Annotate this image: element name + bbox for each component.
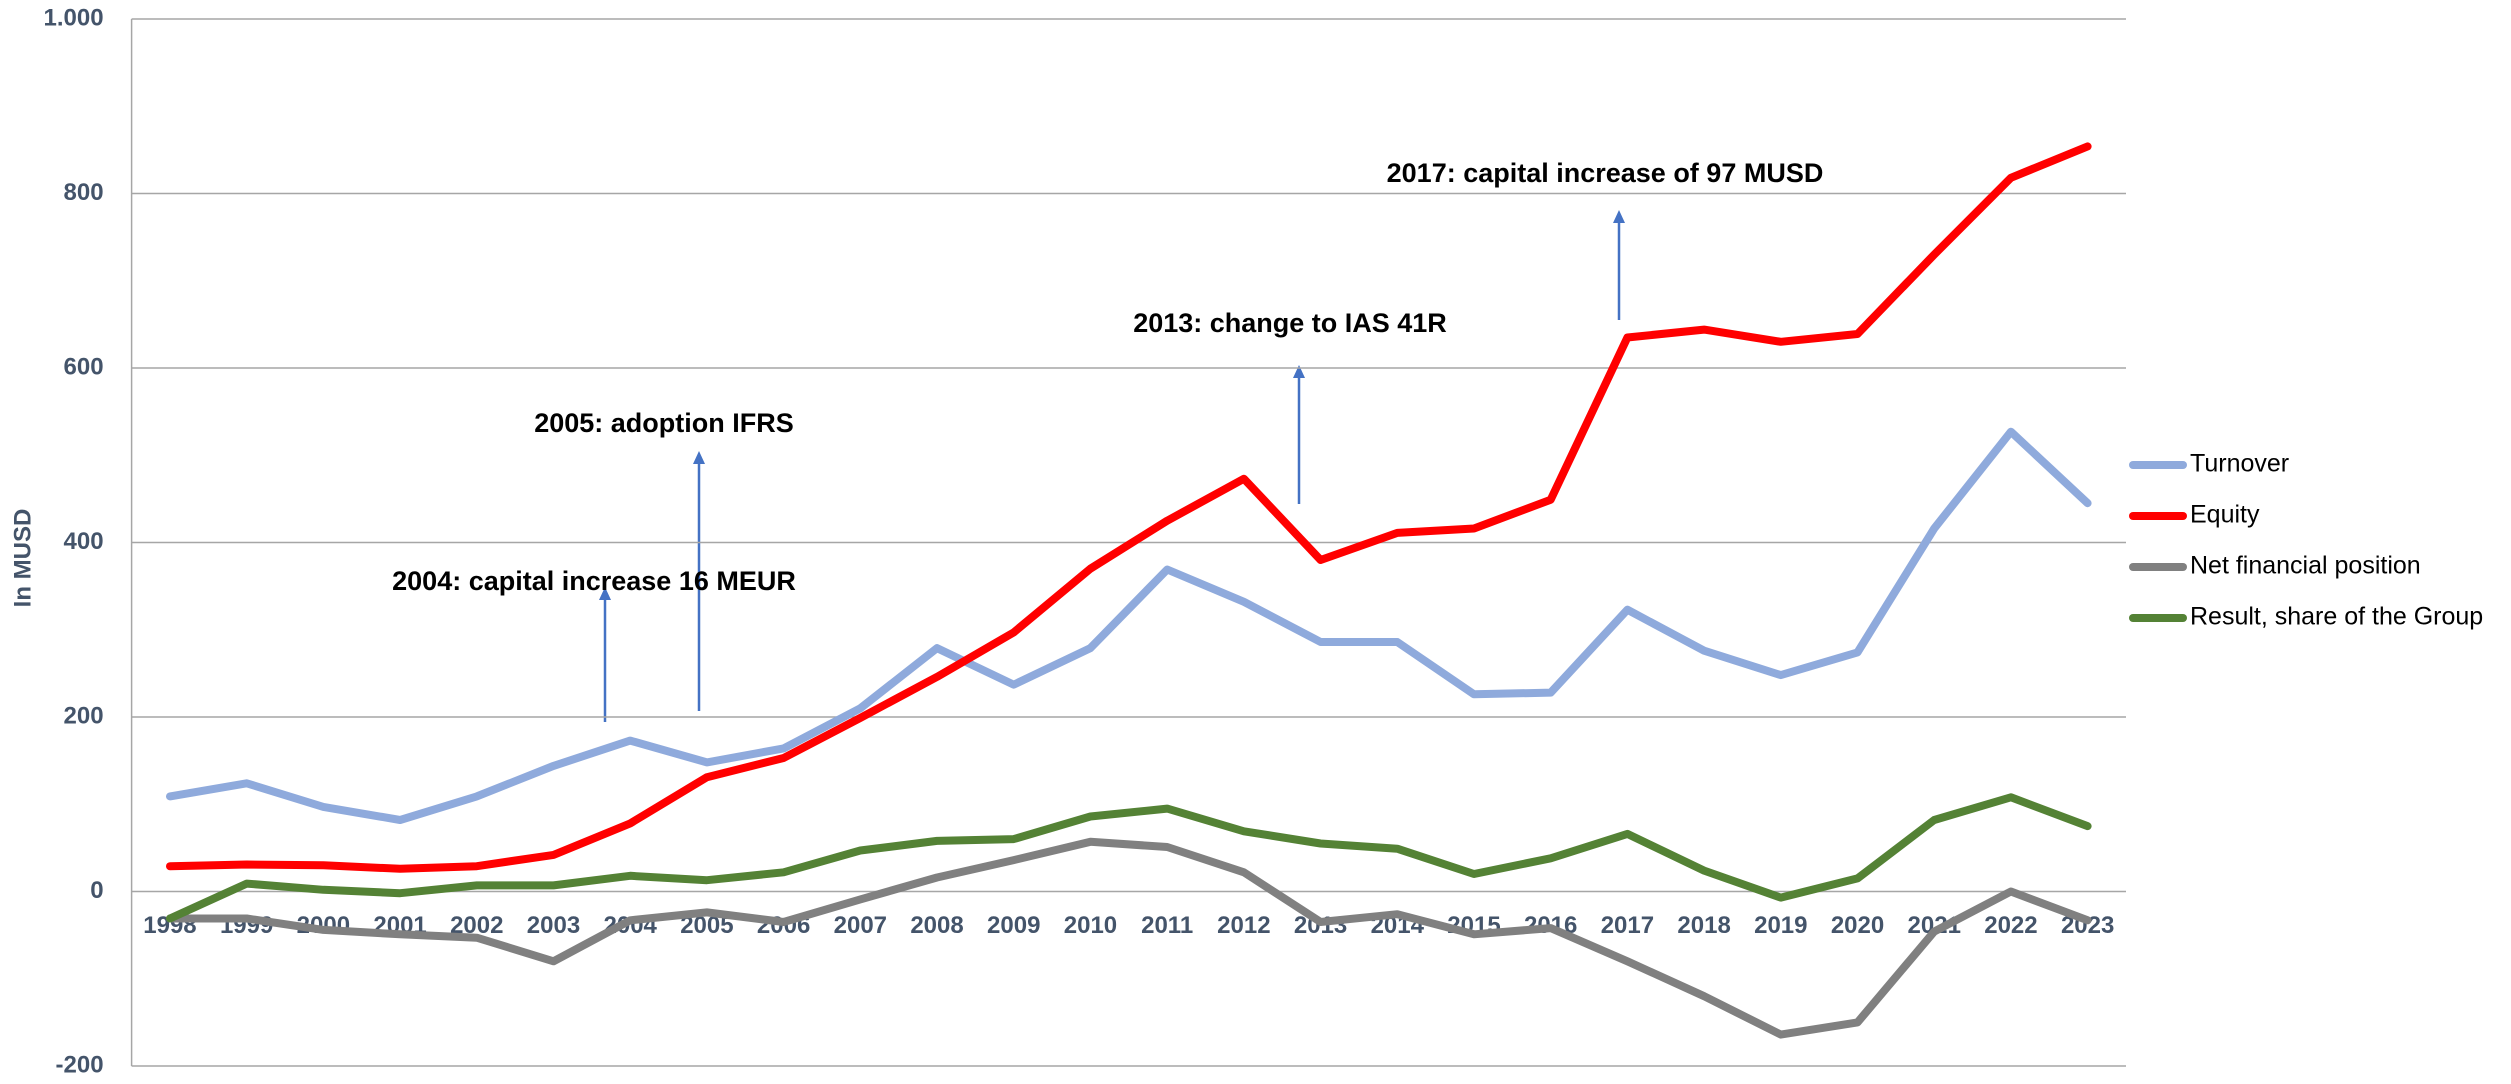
y-tick-label: -200 — [56, 1051, 104, 1078]
arrow-head — [1613, 210, 1625, 223]
legend-label: Turnover — [2190, 450, 2289, 478]
annotation: 2004: capital increase 16 MEUR — [392, 566, 796, 596]
legend-label: Equity — [2190, 501, 2260, 529]
y-tick-label: 0 — [90, 877, 103, 904]
arrow-head — [1293, 365, 1305, 378]
x-tick-label: 2019 — [1754, 912, 1807, 939]
y-tick-label: 1.000 — [44, 4, 104, 31]
x-tick-label: 2018 — [1677, 912, 1730, 939]
annotation: 2013: change to IAS 41R — [1133, 308, 1447, 338]
x-tick-label: 2011 — [1141, 912, 1193, 939]
series-line — [166, 793, 2092, 923]
y-tick-label: 200 — [64, 702, 104, 729]
x-tick-label: 2010 — [1064, 912, 1117, 939]
y-tick-label: 600 — [64, 353, 104, 380]
series-line — [166, 837, 2092, 1039]
series-line — [166, 427, 2092, 824]
annotation: 2005: adoption IFRS — [534, 408, 794, 438]
arrow-head — [599, 587, 611, 600]
x-tick-label: 2012 — [1217, 912, 1270, 939]
x-tick-label: 2020 — [1831, 912, 1884, 939]
x-tick-label: 2003 — [527, 912, 580, 939]
legend-label: Result, share of the Group — [2190, 603, 2483, 631]
y-tick-label: 800 — [64, 179, 104, 206]
arrow-head — [693, 451, 705, 464]
x-tick-label: 2017 — [1601, 912, 1654, 939]
x-tick-label: 2022 — [1984, 912, 2037, 939]
x-tick-label: 2008 — [910, 912, 963, 939]
annotation: 2017: capital increase of 97 MUSD — [1387, 158, 1824, 188]
x-tick-label: 2009 — [987, 912, 1040, 939]
x-tick-label: 2007 — [834, 912, 887, 939]
legend-label: Net financial position — [2190, 552, 2421, 580]
y-axis-label: In MUSD — [9, 509, 36, 608]
series-line — [166, 142, 2092, 873]
y-tick-label: 400 — [64, 528, 104, 555]
